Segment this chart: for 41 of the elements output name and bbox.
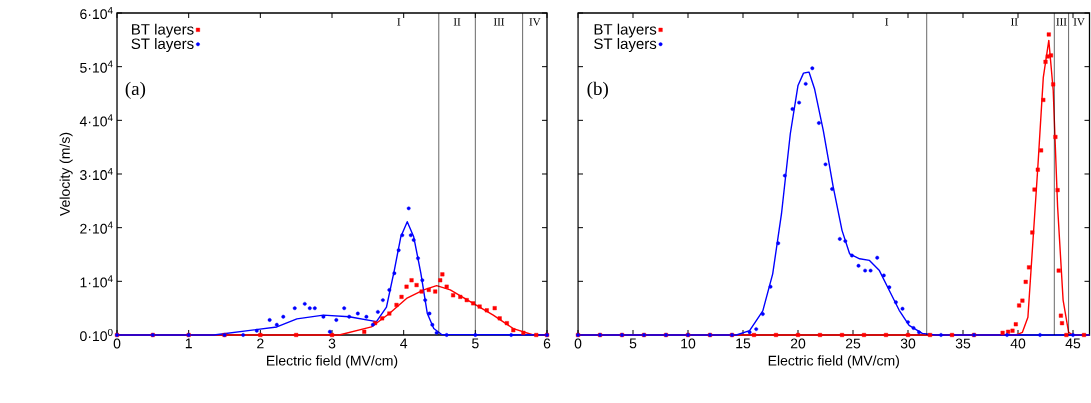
legend-label: BT layers <box>594 23 657 38</box>
x-tick-label: 30 <box>900 338 916 349</box>
x-tick-label: 6 <box>543 338 551 349</box>
y-axis-title: Velocity (m/s) <box>59 132 73 216</box>
legend-label: ST layers <box>594 38 657 52</box>
x-tick-label: 15 <box>736 338 751 349</box>
y-tick-label: 5·10$^{4}$ <box>80 60 113 73</box>
annotation: (b) <box>587 81 608 99</box>
x-tick-label: 25 <box>845 338 861 349</box>
y-tick-label: 4·10$^{4}$ <box>79 114 113 127</box>
x-tick-label: 5 <box>472 338 479 349</box>
annotation: IV <box>529 18 541 26</box>
legend-label: BT layers <box>132 23 194 38</box>
x-tick-label: 2 <box>257 338 264 349</box>
annotation: (a) <box>125 81 146 99</box>
x-tick-label: 40 <box>1010 338 1026 349</box>
annotation: I <box>885 18 889 26</box>
y-tick-label: 3·10$^{4}$ <box>80 167 113 181</box>
x-tick-label: 1 <box>185 338 192 349</box>
x-axis-title: Electric field (MV/cm) <box>768 355 899 369</box>
x-tick-label: 4 <box>400 338 408 349</box>
x-tick-label: 35 <box>955 338 971 349</box>
y-tick-label: 2·10$^{4}$ <box>80 221 113 234</box>
x-tick-label: 0 <box>113 338 121 349</box>
x-tick-label: 5 <box>629 338 637 349</box>
annotation: III <box>493 18 505 26</box>
annotation: II <box>453 18 461 26</box>
x-tick-label: 3 <box>328 338 336 349</box>
x-tick-label: 0 <box>574 338 582 349</box>
y-tick-label: 6·10$^{4}$ <box>80 6 113 20</box>
x-tick-label: 10 <box>681 338 696 349</box>
legend-label: ST layers <box>131 38 194 52</box>
y-tick-label: 0·10$^{0}$ <box>80 328 113 342</box>
annotation: II <box>1011 18 1018 26</box>
annotation: III <box>1056 18 1067 26</box>
annotation: I <box>397 18 401 26</box>
y-tick-label: 1·10$^{4}$ <box>80 275 113 288</box>
x-tick-label: 45 <box>1065 338 1081 349</box>
x-axis-title: Electric field (MV/cm) <box>267 355 398 369</box>
annotation: IV <box>1073 18 1085 26</box>
x-tick-label: 20 <box>790 338 806 349</box>
